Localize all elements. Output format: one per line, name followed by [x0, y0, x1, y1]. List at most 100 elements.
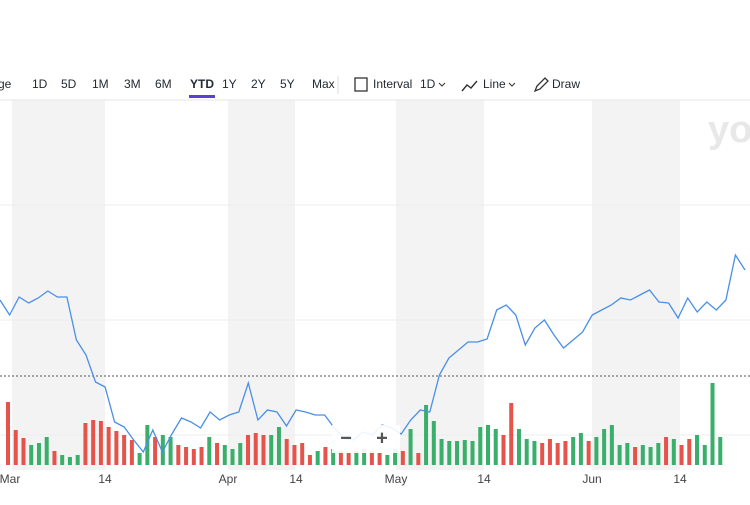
range-button[interactable]: 6M — [155, 77, 172, 91]
x-tick-label: Apr — [219, 472, 238, 486]
volume-bar — [687, 439, 692, 465]
month-band — [12, 100, 105, 470]
x-tick-label: 14 — [673, 472, 687, 486]
range-button[interactable]: ge — [0, 77, 12, 91]
volume-bar — [431, 421, 436, 465]
volume-bar — [424, 405, 429, 465]
volume-bar — [238, 443, 243, 465]
volume-bar — [184, 447, 189, 465]
volume-bar — [648, 447, 653, 465]
volume-bar — [462, 440, 467, 465]
volume-bar — [284, 439, 289, 465]
volume-bar — [586, 441, 591, 465]
range-button[interactable]: 1Y — [222, 77, 237, 91]
volume-bar — [447, 441, 452, 465]
volume-bar — [702, 445, 707, 465]
x-tick-label: Jun — [582, 472, 601, 486]
volume-bar — [509, 403, 514, 465]
volume-bar — [501, 435, 506, 465]
draw-button[interactable]: Draw — [552, 77, 580, 91]
volume-bar — [13, 430, 18, 465]
x-tick-label: 14 — [477, 472, 491, 486]
range-button[interactable]: 1D — [32, 77, 48, 91]
volume-bar — [416, 453, 421, 465]
volume-bar — [98, 421, 103, 465]
zoom-in[interactable]: + — [376, 427, 388, 449]
range-button[interactable]: YTD — [190, 77, 214, 91]
volume-bar — [493, 429, 498, 465]
volume-bar — [671, 439, 676, 465]
volume-bar — [710, 383, 715, 465]
volume-bar — [354, 451, 359, 465]
volume-bar — [385, 455, 390, 465]
volume-bar — [408, 429, 413, 465]
range-button[interactable]: 5Y — [280, 77, 295, 91]
volume-bar — [122, 435, 127, 465]
x-tick-label: 14 — [98, 472, 112, 486]
volume-bar — [261, 435, 266, 465]
volume-bar — [222, 445, 227, 465]
volume-bar — [207, 437, 212, 465]
volume-bar — [44, 437, 49, 465]
volume-bar — [718, 437, 723, 465]
x-tick-label: May — [385, 472, 408, 486]
range-button[interactable]: 5D — [61, 77, 77, 91]
range-button[interactable]: 1M — [92, 77, 109, 91]
volume-bar — [640, 445, 645, 465]
volume-bar — [199, 447, 204, 465]
zoom-out[interactable]: − — [340, 427, 352, 449]
line-icon — [461, 80, 478, 92]
x-tick-label: 14 — [289, 472, 303, 486]
volume-bar — [594, 437, 599, 465]
chevron — [438, 82, 446, 87]
interval-label[interactable]: Interval — [373, 77, 412, 91]
volume-bar — [253, 433, 258, 465]
volume-bar — [168, 437, 173, 465]
volume-bar — [246, 435, 250, 465]
volume-bar — [338, 451, 343, 465]
volume-bar — [269, 435, 274, 465]
volume-bar — [486, 425, 490, 465]
volume-bar — [153, 437, 158, 465]
volume-bar — [323, 447, 328, 465]
chevron — [508, 82, 516, 87]
volume-bar — [656, 443, 661, 465]
volume-bar — [362, 449, 367, 465]
volume-bar — [532, 441, 537, 465]
volume-bar — [191, 449, 196, 465]
volume-bar — [215, 443, 220, 465]
month-band — [592, 100, 680, 470]
volume-bar — [21, 438, 26, 465]
volume-bar — [6, 402, 10, 465]
volume-bar — [346, 453, 351, 465]
volume-bar — [625, 443, 630, 465]
volume-bar — [75, 455, 80, 465]
volume-bar — [315, 451, 320, 465]
volume-bar — [369, 451, 374, 465]
volume-bar — [516, 429, 521, 465]
volume-bar — [276, 427, 281, 465]
volume-bar — [129, 440, 134, 465]
range-button[interactable]: Max — [312, 77, 335, 91]
month-band — [396, 100, 484, 470]
range-button[interactable]: 2Y — [251, 77, 266, 91]
interval-value[interactable]: 1D — [420, 77, 436, 91]
volume-bar — [106, 427, 111, 465]
interval-icon — [354, 77, 368, 92]
volume-bar — [478, 427, 483, 465]
volume-bar — [393, 449, 398, 465]
watermark: yo — [708, 109, 750, 151]
volume-bar — [331, 449, 336, 465]
volume-bar — [555, 443, 560, 465]
range-button[interactable]: 3M — [124, 77, 141, 91]
volume-bar — [563, 441, 568, 465]
volume-bar — [176, 445, 181, 465]
chart-style[interactable]: Line — [483, 77, 506, 91]
volume-bar — [377, 453, 382, 465]
volume-bar — [114, 431, 119, 465]
x-tick-label: Mar — [0, 472, 20, 486]
volume-bar — [91, 420, 96, 465]
month-band — [228, 100, 295, 470]
volume-bar — [664, 437, 669, 465]
draw-icon — [533, 77, 549, 93]
